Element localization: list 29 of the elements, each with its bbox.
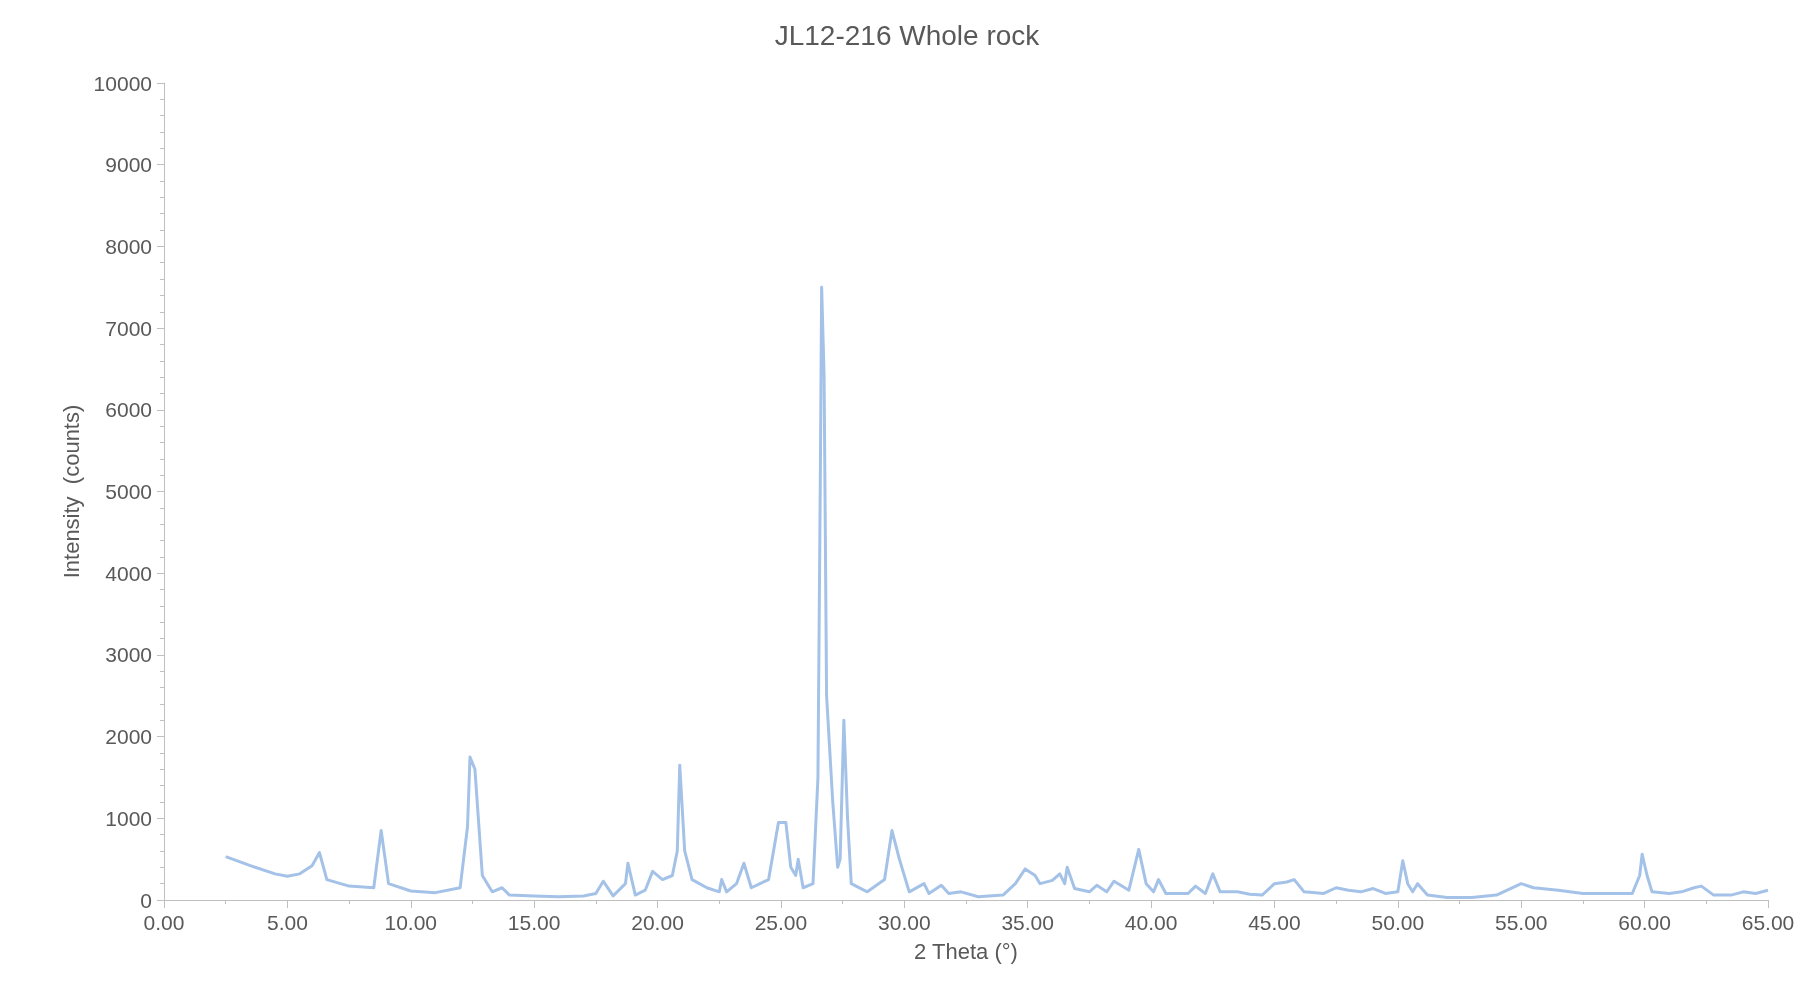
x-tick-label: 65.00 — [1741, 911, 1795, 934]
x-tick-label: 20.00 — [631, 911, 684, 934]
x-tick-label: 45.00 — [1248, 911, 1301, 934]
x-tick-label: 15.00 — [507, 911, 561, 934]
x-tick-label: 30.00 — [878, 911, 931, 934]
x-axis-title: 2 Theta (°) — [914, 938, 1018, 964]
y-tick-label: 8000 — [105, 234, 152, 258]
y-tick-label: 7000 — [105, 316, 152, 340]
x-tick-label: 10.00 — [384, 911, 438, 934]
x-tick-label: 50.00 — [1371, 911, 1425, 934]
x-tick-label: 0.00 — [143, 911, 185, 934]
x-tick-label: 40.00 — [1124, 911, 1178, 934]
x-tick-label: 35.00 — [1001, 911, 1054, 934]
y-tick-label: 4000 — [105, 561, 152, 585]
y-tick-label: 9000 — [105, 153, 152, 177]
y-tick-label: 1000 — [105, 806, 152, 830]
x-tick-label: 60.00 — [1618, 911, 1671, 934]
y-tick-label: 5000 — [105, 480, 152, 503]
x-tick-label: 25.00 — [754, 911, 808, 934]
y-tick-label: 10000 — [93, 71, 152, 95]
chart-title: JL12-216 Whole rock — [774, 19, 1041, 51]
x-tick-label: 55.00 — [1494, 911, 1548, 934]
x-tick-label: 5.00 — [266, 911, 308, 934]
y-tick-label: 3000 — [105, 643, 152, 667]
y-tick-label: 6000 — [105, 398, 152, 422]
line-series — [224, 285, 1770, 900]
y-tick-label: 2000 — [105, 725, 152, 749]
y-axis-title: Intensity (counts) — [59, 404, 85, 579]
y-tick-label: 0 — [140, 888, 152, 912]
